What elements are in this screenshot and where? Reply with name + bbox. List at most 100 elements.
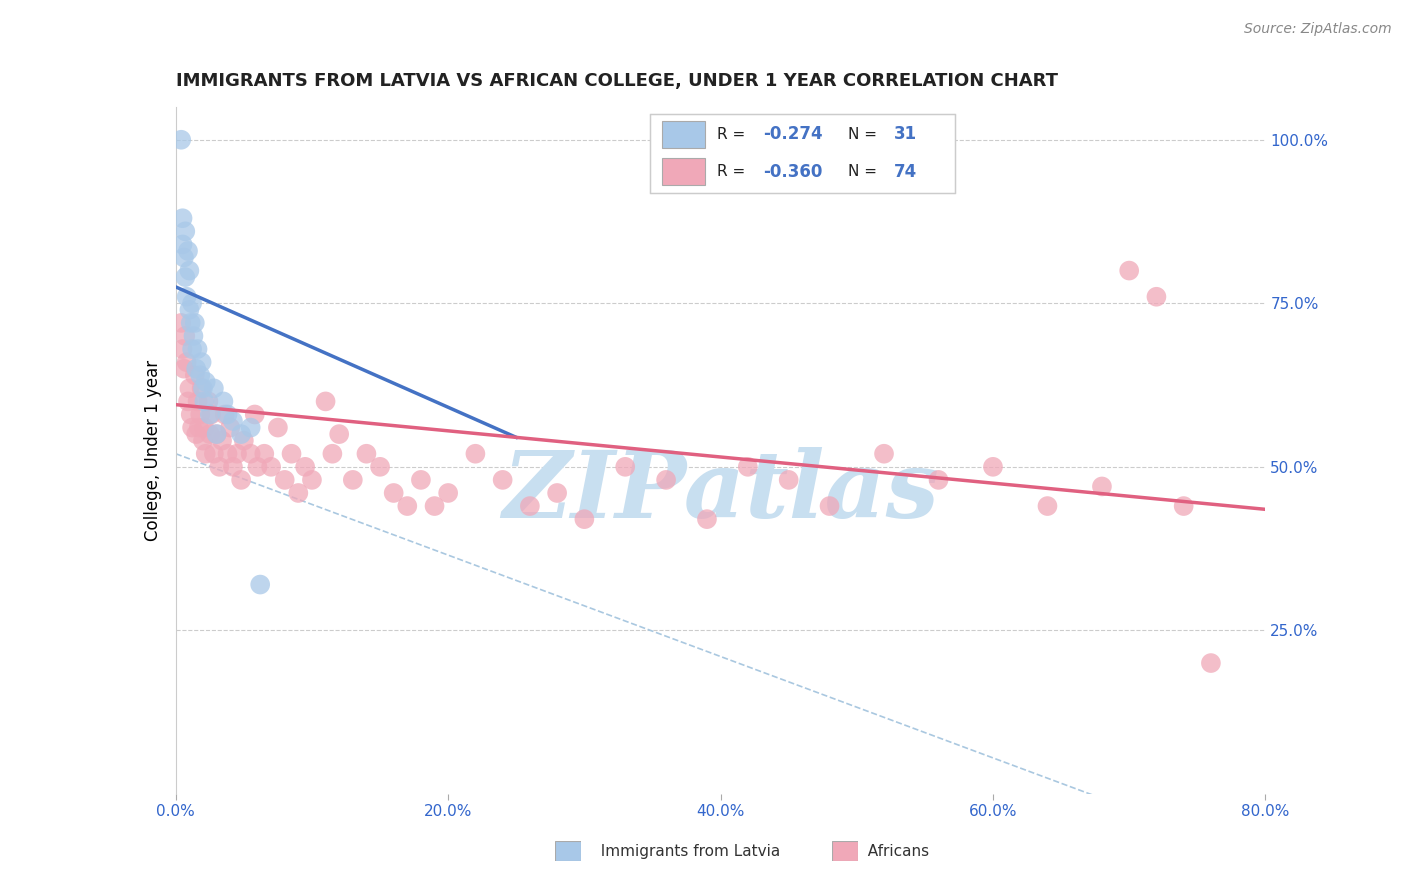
Point bbox=[179, 381, 201, 395]
Point bbox=[356, 447, 378, 461]
Point bbox=[287, 486, 309, 500]
Text: IMMIGRANTS FROM LATVIA VS AFRICAN COLLEGE, UNDER 1 YEAR CORRELATION CHART: IMMIGRANTS FROM LATVIA VS AFRICAN COLLEG… bbox=[176, 72, 1057, 90]
Point bbox=[179, 302, 201, 317]
Point bbox=[180, 316, 202, 330]
Point bbox=[205, 427, 228, 442]
Point bbox=[180, 408, 202, 422]
Point bbox=[222, 414, 245, 428]
Point bbox=[184, 368, 207, 383]
Point bbox=[174, 224, 197, 238]
Point bbox=[177, 394, 200, 409]
Point bbox=[181, 296, 204, 310]
Y-axis label: College, Under 1 year: College, Under 1 year bbox=[143, 359, 162, 541]
Point bbox=[211, 434, 233, 448]
Point bbox=[1199, 656, 1222, 670]
Point bbox=[519, 499, 541, 513]
Point bbox=[186, 394, 209, 409]
Point bbox=[382, 486, 405, 500]
Point bbox=[981, 459, 1004, 474]
Point bbox=[222, 459, 245, 474]
Point bbox=[301, 473, 323, 487]
Point bbox=[737, 459, 759, 474]
Point bbox=[574, 512, 596, 526]
Text: Immigrants from Latvia: Immigrants from Latvia bbox=[591, 845, 780, 859]
Point bbox=[208, 459, 231, 474]
Point bbox=[219, 420, 242, 434]
Point bbox=[173, 361, 195, 376]
Point bbox=[217, 447, 239, 461]
Point bbox=[170, 316, 193, 330]
Point bbox=[193, 394, 215, 409]
Point bbox=[423, 499, 446, 513]
Point bbox=[243, 408, 266, 422]
Point bbox=[294, 459, 316, 474]
Point bbox=[778, 473, 800, 487]
Point bbox=[181, 420, 204, 434]
Point bbox=[315, 394, 337, 409]
Point bbox=[186, 361, 208, 376]
Point bbox=[193, 420, 215, 434]
Point bbox=[176, 290, 198, 304]
Point bbox=[328, 427, 350, 442]
Point bbox=[239, 420, 262, 434]
Point bbox=[217, 408, 239, 422]
Point bbox=[179, 263, 201, 277]
Point bbox=[186, 427, 208, 442]
Point bbox=[1118, 263, 1140, 277]
Text: Africans: Africans bbox=[858, 845, 929, 859]
Point bbox=[172, 237, 194, 252]
Text: Source: ZipAtlas.com: Source: ZipAtlas.com bbox=[1244, 22, 1392, 37]
Point bbox=[202, 381, 225, 395]
Point bbox=[873, 447, 896, 461]
Point bbox=[492, 473, 515, 487]
Point bbox=[173, 251, 195, 265]
Point bbox=[198, 427, 221, 442]
Point bbox=[1144, 290, 1167, 304]
Point bbox=[226, 447, 249, 461]
Point bbox=[321, 447, 343, 461]
Point bbox=[170, 133, 193, 147]
Point bbox=[437, 486, 460, 500]
Point bbox=[183, 329, 205, 343]
Point bbox=[198, 408, 221, 422]
Point bbox=[280, 447, 302, 461]
Point bbox=[368, 459, 391, 474]
Point bbox=[253, 447, 276, 461]
Point bbox=[232, 434, 254, 448]
Point bbox=[267, 420, 290, 434]
Point bbox=[212, 394, 235, 409]
Text: ZIPatlas: ZIPatlas bbox=[502, 447, 939, 537]
Point bbox=[174, 329, 197, 343]
Point bbox=[197, 394, 219, 409]
Point bbox=[177, 244, 200, 258]
Point bbox=[249, 577, 271, 591]
Point bbox=[239, 447, 262, 461]
Point bbox=[187, 420, 209, 434]
Point bbox=[191, 381, 214, 395]
Point bbox=[464, 447, 486, 461]
Point bbox=[696, 512, 718, 526]
Point bbox=[172, 342, 194, 356]
Point bbox=[655, 473, 678, 487]
Point bbox=[194, 375, 217, 389]
Point bbox=[614, 459, 637, 474]
Point bbox=[186, 342, 209, 356]
Point bbox=[190, 355, 212, 369]
Point bbox=[818, 499, 841, 513]
Point bbox=[1091, 479, 1114, 493]
Point bbox=[1036, 499, 1059, 513]
Point bbox=[260, 459, 283, 474]
Point bbox=[194, 447, 217, 461]
Point bbox=[205, 427, 228, 442]
Point bbox=[188, 368, 211, 383]
Point bbox=[172, 211, 194, 226]
Point bbox=[231, 473, 253, 487]
Point bbox=[181, 342, 204, 356]
Point bbox=[200, 408, 222, 422]
Point bbox=[191, 434, 214, 448]
Point bbox=[231, 427, 253, 442]
Point bbox=[246, 459, 269, 474]
Point bbox=[190, 381, 212, 395]
Point bbox=[202, 447, 225, 461]
Point bbox=[188, 408, 211, 422]
